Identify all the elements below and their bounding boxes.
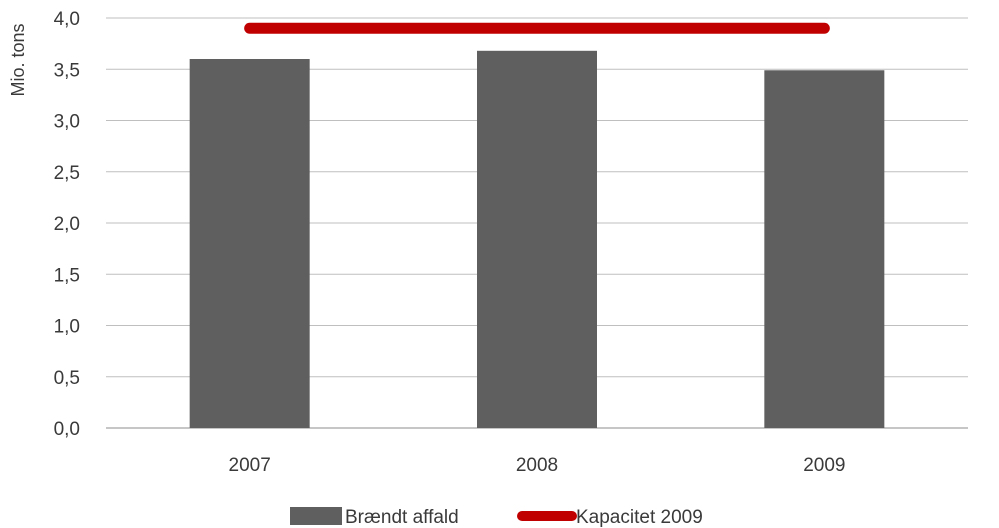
legend-label: Brændt affald bbox=[345, 507, 459, 528]
x-tick-label: 2007 bbox=[229, 455, 271, 476]
legend: Brændt affald Kapacitet 2009 bbox=[290, 507, 703, 528]
y-tick-label: 2,5 bbox=[54, 163, 80, 184]
y-tick-label: 3,0 bbox=[54, 112, 80, 133]
legend-label: Kapacitet 2009 bbox=[576, 507, 703, 528]
y-axis-title: Mio. tons bbox=[8, 23, 28, 96]
bar bbox=[477, 50, 597, 429]
y-tick-label: 3,5 bbox=[54, 60, 80, 81]
x-tick-label: 2009 bbox=[803, 455, 845, 476]
y-tick-label: 1,0 bbox=[54, 317, 80, 338]
y-tick-label: 0,0 bbox=[54, 419, 80, 440]
x-tick-label: 2008 bbox=[516, 455, 558, 476]
y-tick-label: 2,0 bbox=[54, 214, 80, 235]
legend-swatch-bar bbox=[290, 507, 342, 525]
bar bbox=[764, 70, 885, 429]
y-axis-tick-labels: 0,0 0,5 1,0 1,5 2,0 2,5 3,0 3,5 4,0 bbox=[54, 9, 80, 440]
y-tick-label: 0,5 bbox=[54, 368, 80, 389]
y-tick-label: 1,5 bbox=[54, 265, 80, 286]
y-tick-label: 4,0 bbox=[54, 9, 80, 30]
bar-series bbox=[189, 50, 885, 429]
x-axis-tick-labels: 2007 2008 2009 bbox=[229, 455, 846, 476]
bar bbox=[189, 59, 310, 428]
